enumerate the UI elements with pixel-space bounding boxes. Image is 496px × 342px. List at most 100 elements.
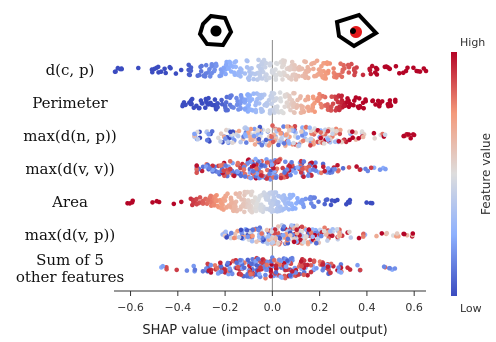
shap-point xyxy=(319,233,324,239)
shap-point xyxy=(242,132,248,137)
shap-point xyxy=(269,201,275,207)
shap-point xyxy=(221,168,226,173)
shap-point xyxy=(318,101,324,107)
shap-point xyxy=(189,101,194,107)
shap-point xyxy=(244,58,249,63)
shap-point xyxy=(276,127,282,133)
shap-point xyxy=(329,198,335,203)
shap-point xyxy=(173,71,179,76)
shap-point xyxy=(363,98,368,104)
shap-point xyxy=(295,165,300,170)
shap-point xyxy=(328,228,333,234)
shap-point xyxy=(289,77,294,82)
shap-point xyxy=(206,132,211,137)
shap-point xyxy=(301,109,307,115)
shap-point xyxy=(238,271,243,277)
shap-point xyxy=(198,69,204,74)
shap-point xyxy=(273,175,279,180)
shap-point xyxy=(289,223,294,228)
shap-point xyxy=(188,68,194,74)
shap-point xyxy=(339,74,345,80)
x-tick-label: −0.2 xyxy=(212,301,239,314)
shap-point xyxy=(354,164,359,169)
shap-point xyxy=(282,58,288,64)
shap-point xyxy=(305,240,311,245)
shap-point xyxy=(199,63,204,69)
shap-point xyxy=(246,204,252,210)
shap-point xyxy=(249,107,254,113)
shap-point xyxy=(348,235,354,240)
shap-point xyxy=(253,109,259,115)
shap-point xyxy=(248,126,254,132)
shap-point xyxy=(336,265,341,270)
shap-point xyxy=(279,275,284,280)
shap-point xyxy=(336,107,342,113)
shap-point xyxy=(332,139,338,145)
shap-point xyxy=(228,235,234,241)
feature-row xyxy=(125,189,375,215)
shap-point xyxy=(374,72,380,77)
shap-point xyxy=(264,262,270,268)
shap-point xyxy=(288,273,293,278)
shap-point xyxy=(384,230,390,236)
feature-label: Sum of 5 other features xyxy=(16,251,124,286)
shap-point xyxy=(158,69,164,74)
shap-point xyxy=(164,265,169,270)
shap-point xyxy=(273,270,279,275)
shap-point xyxy=(281,141,287,146)
shap-point xyxy=(303,131,309,137)
shap-point xyxy=(225,191,230,196)
shap-point xyxy=(218,131,224,136)
shap-point xyxy=(244,228,250,233)
shap-point xyxy=(281,124,286,129)
shap-point xyxy=(348,102,353,108)
shap-point xyxy=(347,267,353,272)
shap-point xyxy=(253,208,259,214)
shap-point xyxy=(250,169,256,174)
x-tick-label: 0.6 xyxy=(405,301,423,314)
shap-point xyxy=(323,76,329,81)
shap-point xyxy=(219,269,224,275)
shap-point xyxy=(292,63,297,68)
shap-point xyxy=(279,135,284,141)
shap-point xyxy=(278,131,284,136)
shap-point xyxy=(368,165,374,171)
colorbar-low-label: Low xyxy=(460,302,482,315)
shap-point xyxy=(311,66,316,72)
shap-point xyxy=(299,224,305,230)
shap-point xyxy=(286,104,291,109)
shap-point xyxy=(215,104,220,110)
feature-row xyxy=(159,255,398,281)
shap-point xyxy=(321,228,327,234)
shap-point xyxy=(286,128,292,133)
shap-point xyxy=(233,59,239,64)
feature-row xyxy=(180,90,398,116)
shap-point xyxy=(308,263,314,268)
shap-point xyxy=(295,135,301,140)
shap-point xyxy=(325,238,330,243)
shap-point xyxy=(294,223,300,228)
shap-point xyxy=(286,200,291,205)
shap-point xyxy=(236,69,241,75)
shap-point xyxy=(167,64,172,70)
shap-point xyxy=(231,105,236,110)
feature-label: Perimeter xyxy=(32,94,108,112)
shap-point xyxy=(311,259,317,265)
shap-point xyxy=(335,163,340,168)
shap-point xyxy=(244,65,250,70)
shap-point xyxy=(328,202,334,208)
shap-point xyxy=(267,207,273,213)
shap-point xyxy=(154,198,160,204)
shap-point xyxy=(311,195,316,200)
shap-point xyxy=(248,175,253,181)
shap-point xyxy=(196,72,202,78)
shap-point xyxy=(356,235,362,241)
shap-point xyxy=(394,231,400,236)
shap-point xyxy=(238,139,243,145)
shap-point xyxy=(318,135,324,141)
shap-point xyxy=(214,265,220,271)
shap-point xyxy=(180,103,185,109)
shap-point xyxy=(281,224,287,229)
shap-point xyxy=(112,69,118,75)
shap-point xyxy=(282,104,288,110)
